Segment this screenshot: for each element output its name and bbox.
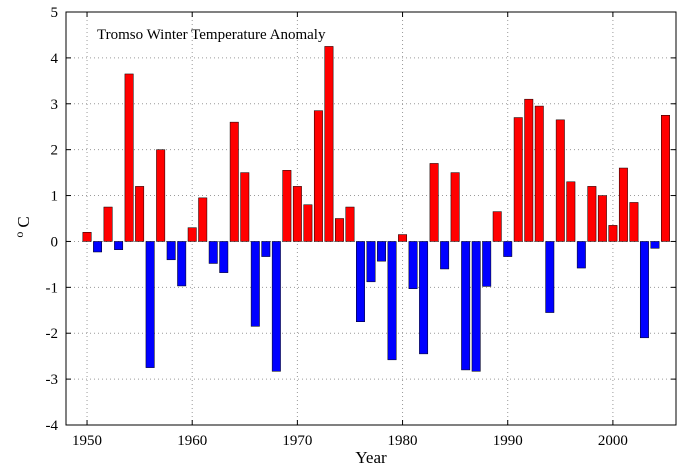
bar-1993 bbox=[534, 105, 544, 242]
bar-1954 bbox=[124, 73, 134, 242]
bar-2000 bbox=[608, 225, 618, 242]
y-tick-label: 2 bbox=[51, 143, 59, 159]
bars bbox=[82, 46, 670, 372]
bar-1966 bbox=[250, 241, 260, 327]
y-tick-label: -1 bbox=[46, 280, 59, 296]
bar-1973 bbox=[324, 46, 334, 242]
bar-2002 bbox=[629, 202, 639, 242]
bar-1968 bbox=[271, 241, 281, 372]
bar-1962 bbox=[208, 241, 218, 264]
bar-1971 bbox=[303, 204, 313, 242]
bar-1953 bbox=[114, 241, 124, 250]
bar-1964 bbox=[229, 121, 239, 242]
bar-1989 bbox=[492, 211, 502, 242]
x-tick-label: 2000 bbox=[598, 433, 628, 449]
x-tick-label: 1950 bbox=[72, 433, 102, 449]
bar-2003 bbox=[639, 241, 649, 339]
x-tick-label: 1990 bbox=[493, 433, 523, 449]
bar-1994 bbox=[545, 241, 555, 313]
bar-1998 bbox=[587, 186, 597, 242]
x-tick-label: 1960 bbox=[177, 433, 207, 449]
y-axis-label-unit: C bbox=[14, 216, 33, 227]
bar-1967 bbox=[261, 241, 271, 257]
chart-title: Tromso Winter Temperature Anomaly bbox=[97, 27, 326, 43]
bar-1986 bbox=[461, 241, 471, 371]
x-tick-label: 1980 bbox=[388, 433, 418, 449]
bar-2004 bbox=[650, 241, 660, 249]
bar-1965 bbox=[240, 172, 250, 242]
bar-1974 bbox=[334, 218, 344, 242]
bar-1996 bbox=[566, 181, 576, 242]
bar-1981 bbox=[408, 241, 418, 289]
svg-text:oC: oC bbox=[12, 216, 33, 237]
bar-1982 bbox=[419, 241, 429, 355]
bar-1963 bbox=[219, 241, 229, 273]
bar-1987 bbox=[471, 241, 481, 372]
bar-1955 bbox=[135, 186, 145, 242]
bar-1975 bbox=[345, 206, 355, 242]
bar-1959 bbox=[177, 241, 187, 287]
bar-1995 bbox=[555, 119, 565, 242]
y-tick-label: 3 bbox=[51, 97, 59, 113]
bar-1957 bbox=[156, 149, 166, 242]
bar-1988 bbox=[482, 241, 492, 287]
bar-1952 bbox=[103, 206, 113, 242]
bar-1990 bbox=[503, 241, 513, 257]
x-tick-label: 1970 bbox=[282, 433, 312, 449]
y-tick-label: -3 bbox=[46, 372, 59, 388]
bar-1960 bbox=[187, 227, 197, 242]
y-tick-label: 4 bbox=[51, 51, 59, 67]
bar-1983 bbox=[429, 163, 439, 242]
bar-1950 bbox=[82, 232, 92, 242]
y-axis-label: oC bbox=[12, 216, 33, 237]
bar-1972 bbox=[313, 110, 323, 242]
plot-frame bbox=[65, 11, 677, 426]
bar-2001 bbox=[618, 167, 628, 242]
bar-1956 bbox=[145, 241, 155, 368]
bar-1979 bbox=[387, 241, 397, 361]
bar-1970 bbox=[292, 186, 302, 242]
y-tick-label: 1 bbox=[51, 189, 59, 205]
bar-1984 bbox=[440, 241, 450, 270]
y-tick-label: 5 bbox=[51, 5, 59, 21]
y-tick-label: 0 bbox=[51, 234, 59, 250]
y-axis-label-superscript: o bbox=[12, 232, 26, 238]
axis-ticks: 1950 1960 1970 1980 1990 2000 -4 -3 -2 -1 0 1 2 3 4 5 bbox=[46, 5, 676, 449]
bar-1951 bbox=[93, 241, 103, 253]
bar-1976 bbox=[356, 241, 365, 322]
bar-1980 bbox=[398, 234, 408, 242]
bar-1992 bbox=[524, 98, 534, 242]
bar-1958 bbox=[166, 241, 176, 261]
bar-1978 bbox=[377, 241, 386, 262]
bar-1977 bbox=[366, 241, 376, 283]
bar-1997 bbox=[576, 241, 586, 269]
bar-2005 bbox=[661, 115, 670, 242]
y-tick-label: -4 bbox=[46, 418, 59, 434]
bar-1991 bbox=[513, 117, 523, 242]
y-tick-label: -2 bbox=[46, 326, 59, 342]
bar-1999 bbox=[597, 195, 607, 242]
bar-1969 bbox=[282, 170, 292, 242]
bar-1961 bbox=[198, 197, 208, 242]
bar-1985 bbox=[450, 172, 460, 242]
x-axis-label: Year bbox=[355, 448, 387, 467]
